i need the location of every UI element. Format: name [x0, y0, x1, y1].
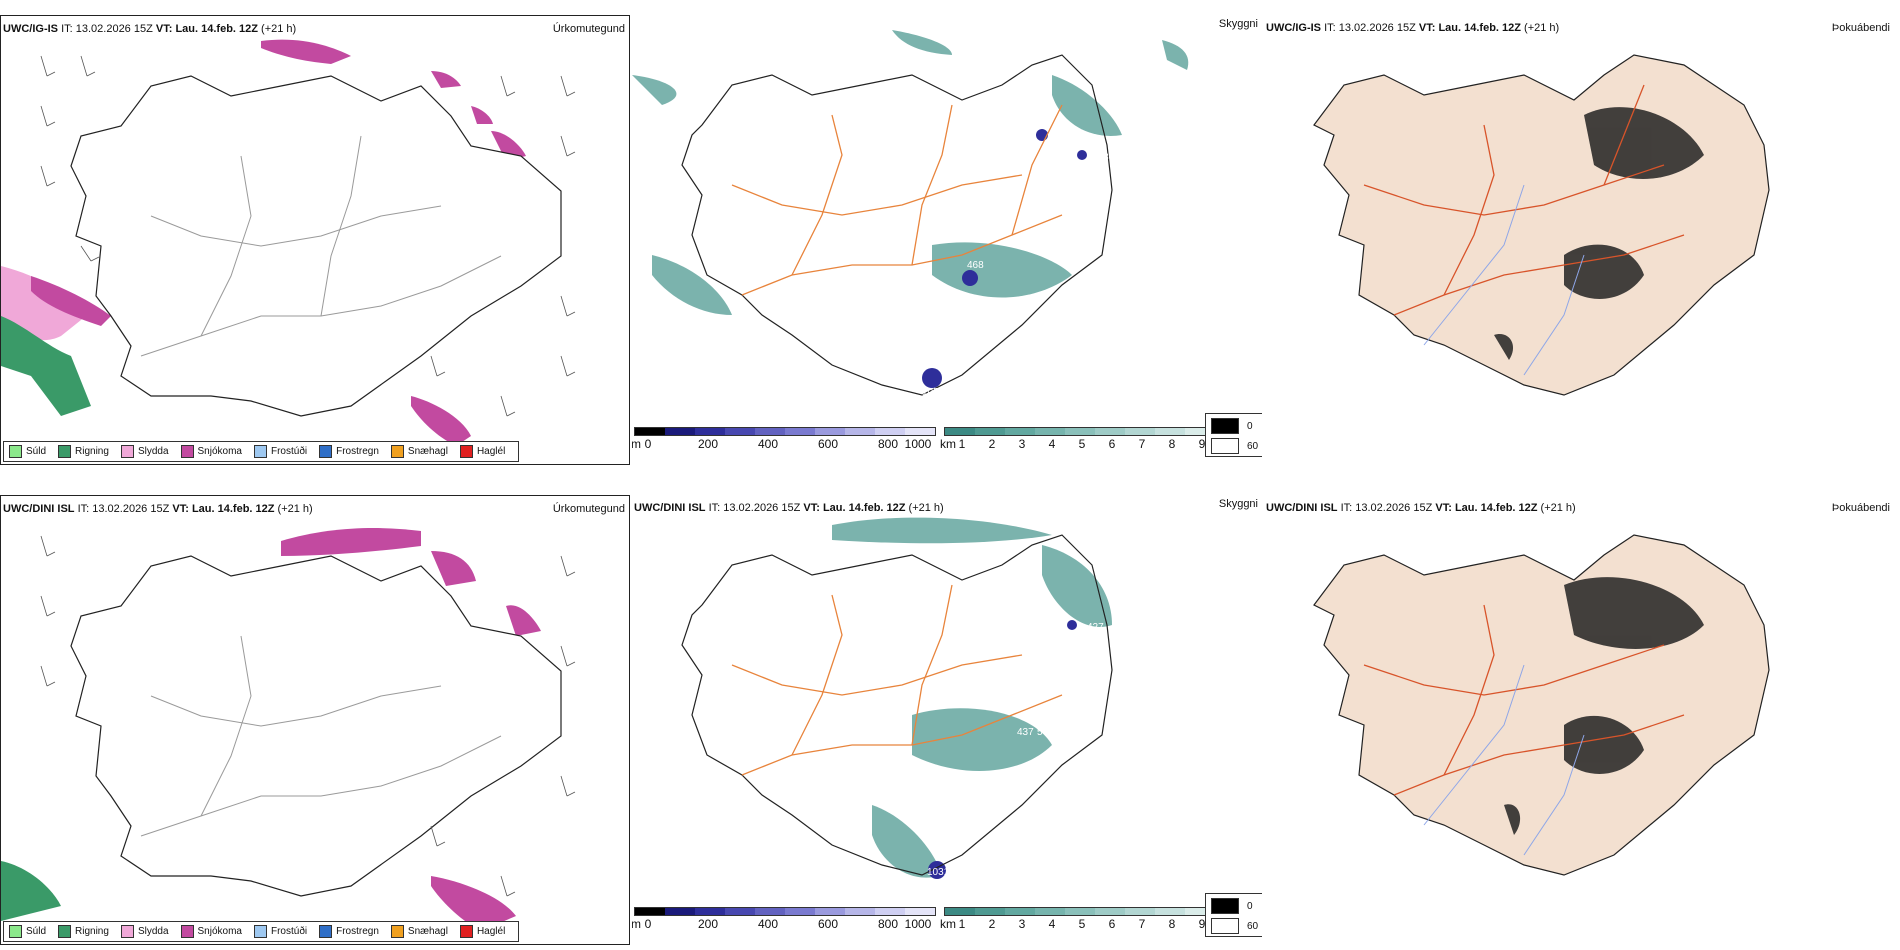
coastline — [1313, 534, 1770, 876]
fog-index-panel-row2: UWC/DINI ISL IT: 13.02.2026 15Z VT: Lau.… — [1264, 495, 1894, 945]
panel-title: Þokuábendi — [1831, 502, 1890, 514]
elevation-label: 427 — [1087, 622, 1104, 633]
visibility-panel-row2: UWC/DINI ISL IT: 13.02.2026 15Z VT: Lau.… — [632, 495, 1262, 945]
elevation-label: 758 — [937, 832, 954, 843]
legend-item: Rigning — [58, 925, 109, 938]
fog-index-map — [1313, 54, 1770, 396]
precip-areas — [1, 39, 526, 446]
visibility-m-colorbar: m 0 200 400 600 800 1000 — [632, 907, 936, 937]
legend-item: Haglél — [459, 925, 505, 938]
panel-title: Skyggni — [1218, 498, 1258, 510]
panel-title: Skyggni — [1218, 18, 1258, 30]
panel-title: Þokuábendi — [1831, 22, 1890, 34]
legend-item: Frostregn — [319, 925, 379, 938]
fog-index-map — [1313, 534, 1770, 876]
legend-item: Snjókoma — [180, 925, 242, 938]
legend-item: Snæhagl — [390, 445, 448, 458]
panel-header: UWC/DINI ISL IT: 13.02.2026 15Z VT: Lau.… — [1266, 502, 1576, 514]
legend-item: Snæhagl — [390, 925, 448, 938]
legend-item: Haglél — [459, 445, 505, 458]
roads — [731, 104, 1063, 296]
elevation-label: 1052 — [922, 387, 945, 398]
legend-item: Slydda — [120, 925, 169, 938]
elevation-label: 545 — [1037, 727, 1054, 738]
roads — [140, 635, 502, 837]
coastline — [70, 555, 562, 897]
coastline — [681, 54, 1113, 396]
panel-header: UWC/DINI ISL IT: 13.02.2026 15Z VT: Lau.… — [3, 503, 313, 515]
panel-header: UWC/IG-IS IT: 13.02.2026 15Z VT: Lau. 14… — [1266, 22, 1560, 34]
precip-type-legend: Súld Rigning Slydda Snjókoma Frostúði Fr… — [3, 441, 520, 462]
visibility-map: 427 437 545 758 1031 — [681, 517, 1113, 879]
visibility-km-colorbar: km 1 2 3 4 5 6 7 8 9 10 — [940, 907, 1246, 937]
rivers — [1423, 664, 1585, 856]
rivers — [1423, 184, 1585, 376]
legend-item: Slydda — [120, 445, 169, 458]
legend-item: Frostúði — [253, 445, 307, 458]
elevation-label: 503 — [1092, 152, 1109, 163]
legend-item: Snjókoma — [180, 445, 242, 458]
visibility-map: 468 1052 503 — [632, 30, 1189, 398]
elevation-label: 437 — [1017, 727, 1034, 738]
panel-header: UWC/IG-IS IT: 13.02.2026 15Z VT: Lau. 14… — [3, 23, 297, 35]
roads — [1363, 84, 1685, 316]
visibility-panel-row1: Skyggni 468 1052 503 m 0 — [632, 15, 1262, 465]
low-visibility-spots — [922, 129, 1087, 388]
panel-title: Úrkomutegund — [552, 503, 625, 515]
wind-barbs — [40, 55, 576, 417]
precip-type-panel-row2: UWC/DINI ISL IT: 13.02.2026 15Z VT: Lau.… — [0, 495, 630, 945]
legend-item: Frostúði — [253, 925, 307, 938]
roads — [140, 135, 502, 357]
wind-barbs — [40, 535, 576, 897]
visibility-m-colorbar: m 0 200 400 600 800 1000 — [632, 427, 936, 457]
legend-item: Frostregn — [319, 445, 379, 458]
coastline — [70, 75, 562, 417]
fog-index-legend: 0 60 — [1205, 413, 1262, 457]
fog-dark-areas — [1504, 577, 1704, 835]
legend-item: Rigning — [58, 445, 109, 458]
fog-areas — [832, 517, 1112, 878]
fog-areas — [632, 30, 1189, 315]
panel-title: Úrkomutegund — [552, 23, 625, 35]
precip-type-legend: Súld Rigning Slydda Snjókoma Frostúði Fr… — [3, 921, 520, 942]
panel-header: UWC/DINI ISL IT: 13.02.2026 15Z VT: Lau.… — [634, 502, 944, 514]
elevation-label: 1031 — [927, 867, 950, 878]
precip-type-panel-row1: UWC/IG-IS IT: 13.02.2026 15Z VT: Lau. 14… — [0, 15, 630, 465]
coastline — [1313, 54, 1770, 396]
coastline — [681, 534, 1113, 876]
roads — [731, 584, 1063, 776]
visibility-km-colorbar: km 1 2 3 4 5 6 7 8 9 10 — [940, 427, 1246, 457]
legend-item: Súld — [9, 445, 46, 458]
precip-map — [1, 39, 576, 446]
precip-map — [1, 528, 576, 931]
elevation-label: 468 — [967, 260, 984, 271]
roads — [1363, 604, 1685, 796]
fog-index-panel-row1: UWC/IG-IS IT: 13.02.2026 15Z VT: Lau. 14… — [1264, 15, 1894, 465]
fog-index-legend: 0 60 — [1205, 893, 1262, 937]
legend-item: Súld — [9, 925, 46, 938]
